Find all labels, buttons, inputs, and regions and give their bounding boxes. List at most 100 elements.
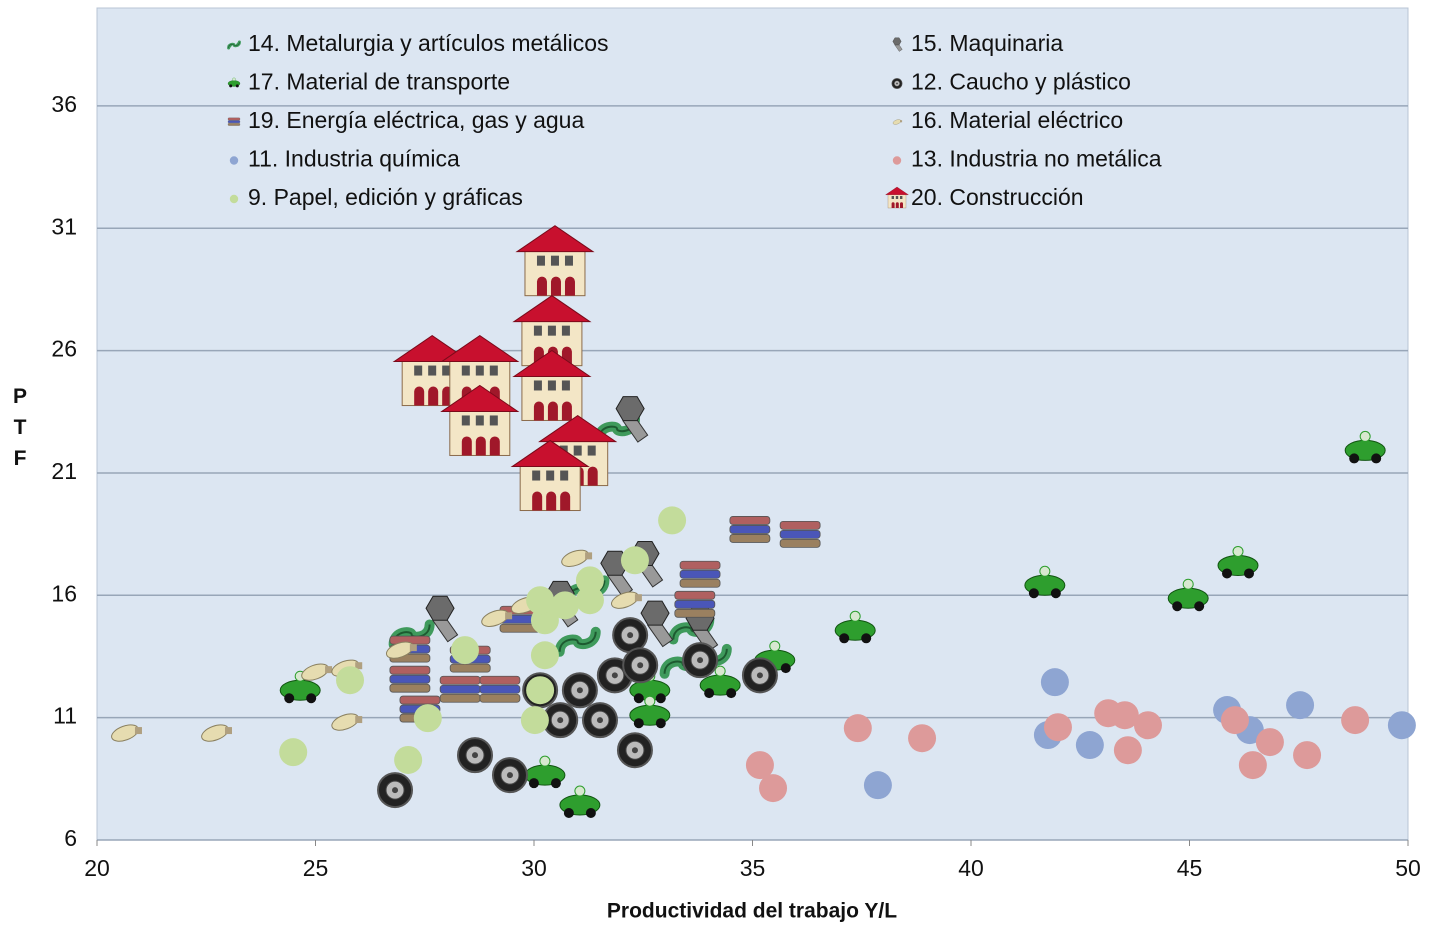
dot xyxy=(336,666,365,695)
point xyxy=(640,600,674,648)
tire-hub xyxy=(756,672,763,679)
point xyxy=(520,706,549,735)
wheel xyxy=(1028,588,1039,599)
bulb-base xyxy=(325,666,333,674)
house-roof xyxy=(512,295,592,323)
stack-layer xyxy=(439,675,481,685)
wheel xyxy=(550,778,561,789)
legend-label: 16. Material eléctrico xyxy=(911,107,1123,133)
bolt-head xyxy=(640,600,670,626)
stack-layer xyxy=(674,599,716,609)
point xyxy=(1167,578,1209,612)
point xyxy=(1043,713,1072,742)
window xyxy=(547,325,556,336)
dot xyxy=(575,566,604,595)
stack-layer xyxy=(729,525,771,534)
window xyxy=(895,196,899,199)
point xyxy=(615,396,649,443)
point xyxy=(1293,741,1322,770)
door xyxy=(461,436,472,456)
point xyxy=(1217,545,1259,579)
point xyxy=(450,636,479,665)
dot xyxy=(620,546,649,575)
dot xyxy=(1255,728,1284,757)
dot xyxy=(450,636,479,665)
dot xyxy=(843,714,872,743)
dot xyxy=(1238,751,1267,780)
dot xyxy=(1040,668,1069,697)
window xyxy=(561,325,570,336)
door xyxy=(536,276,547,296)
window xyxy=(587,445,596,456)
window xyxy=(546,470,555,481)
stack-layer xyxy=(479,675,521,685)
wheel xyxy=(1050,588,1061,599)
legend-label: 15. Maquinaria xyxy=(911,30,1063,56)
dot xyxy=(413,704,442,733)
x-tick-label: 45 xyxy=(1177,855,1203,881)
window xyxy=(461,365,470,376)
legend-label: 19. Energía eléctrica, gas y agua xyxy=(248,107,584,133)
dot xyxy=(1387,711,1416,740)
dot xyxy=(551,591,580,620)
point xyxy=(611,591,642,609)
window xyxy=(532,470,541,481)
bulb-base xyxy=(634,594,642,602)
wheel xyxy=(655,693,666,704)
point xyxy=(629,695,671,729)
point xyxy=(388,619,435,650)
stack-layer xyxy=(449,663,491,673)
stack-layer xyxy=(729,534,771,543)
house-roof xyxy=(515,225,595,253)
point xyxy=(491,757,528,794)
point xyxy=(385,641,417,659)
door xyxy=(532,491,543,511)
tire-hub xyxy=(631,747,638,754)
wheel xyxy=(1194,601,1205,612)
door xyxy=(546,491,557,511)
point xyxy=(526,586,555,615)
point xyxy=(575,566,604,595)
dot xyxy=(394,745,423,774)
stack-layer xyxy=(679,560,721,570)
point xyxy=(515,225,595,297)
dot xyxy=(229,194,239,204)
wheel xyxy=(726,688,737,699)
door xyxy=(428,386,439,406)
point xyxy=(620,546,649,575)
tire-hub xyxy=(596,717,603,724)
house-roof xyxy=(440,334,520,363)
dot xyxy=(1220,706,1249,735)
window xyxy=(533,325,542,336)
spring-edge xyxy=(558,631,597,652)
legend-label: 11. Industria química xyxy=(248,146,460,172)
spring-edge xyxy=(228,41,240,49)
bolt-head xyxy=(892,37,902,46)
point xyxy=(336,666,365,695)
stack-layer xyxy=(389,683,431,693)
point xyxy=(530,641,559,670)
legend-label: 13. Industria no metálica xyxy=(911,146,1162,172)
tire-hub xyxy=(627,632,634,639)
stack-layer xyxy=(399,695,441,705)
point xyxy=(834,610,876,644)
point xyxy=(1024,565,1066,599)
point xyxy=(863,771,892,800)
wheel xyxy=(229,84,233,88)
point xyxy=(479,675,521,703)
dot xyxy=(279,738,308,767)
window xyxy=(536,255,545,266)
driver xyxy=(644,695,656,707)
point xyxy=(658,506,687,535)
bulb-base xyxy=(409,644,417,652)
driver xyxy=(539,755,551,767)
stack-layer xyxy=(779,520,821,530)
point xyxy=(559,785,601,819)
stack-layer xyxy=(779,538,821,548)
stack-layer xyxy=(674,608,716,618)
window xyxy=(489,365,498,376)
point xyxy=(581,702,618,739)
point xyxy=(1075,731,1104,760)
point xyxy=(561,549,593,567)
point xyxy=(682,642,719,679)
